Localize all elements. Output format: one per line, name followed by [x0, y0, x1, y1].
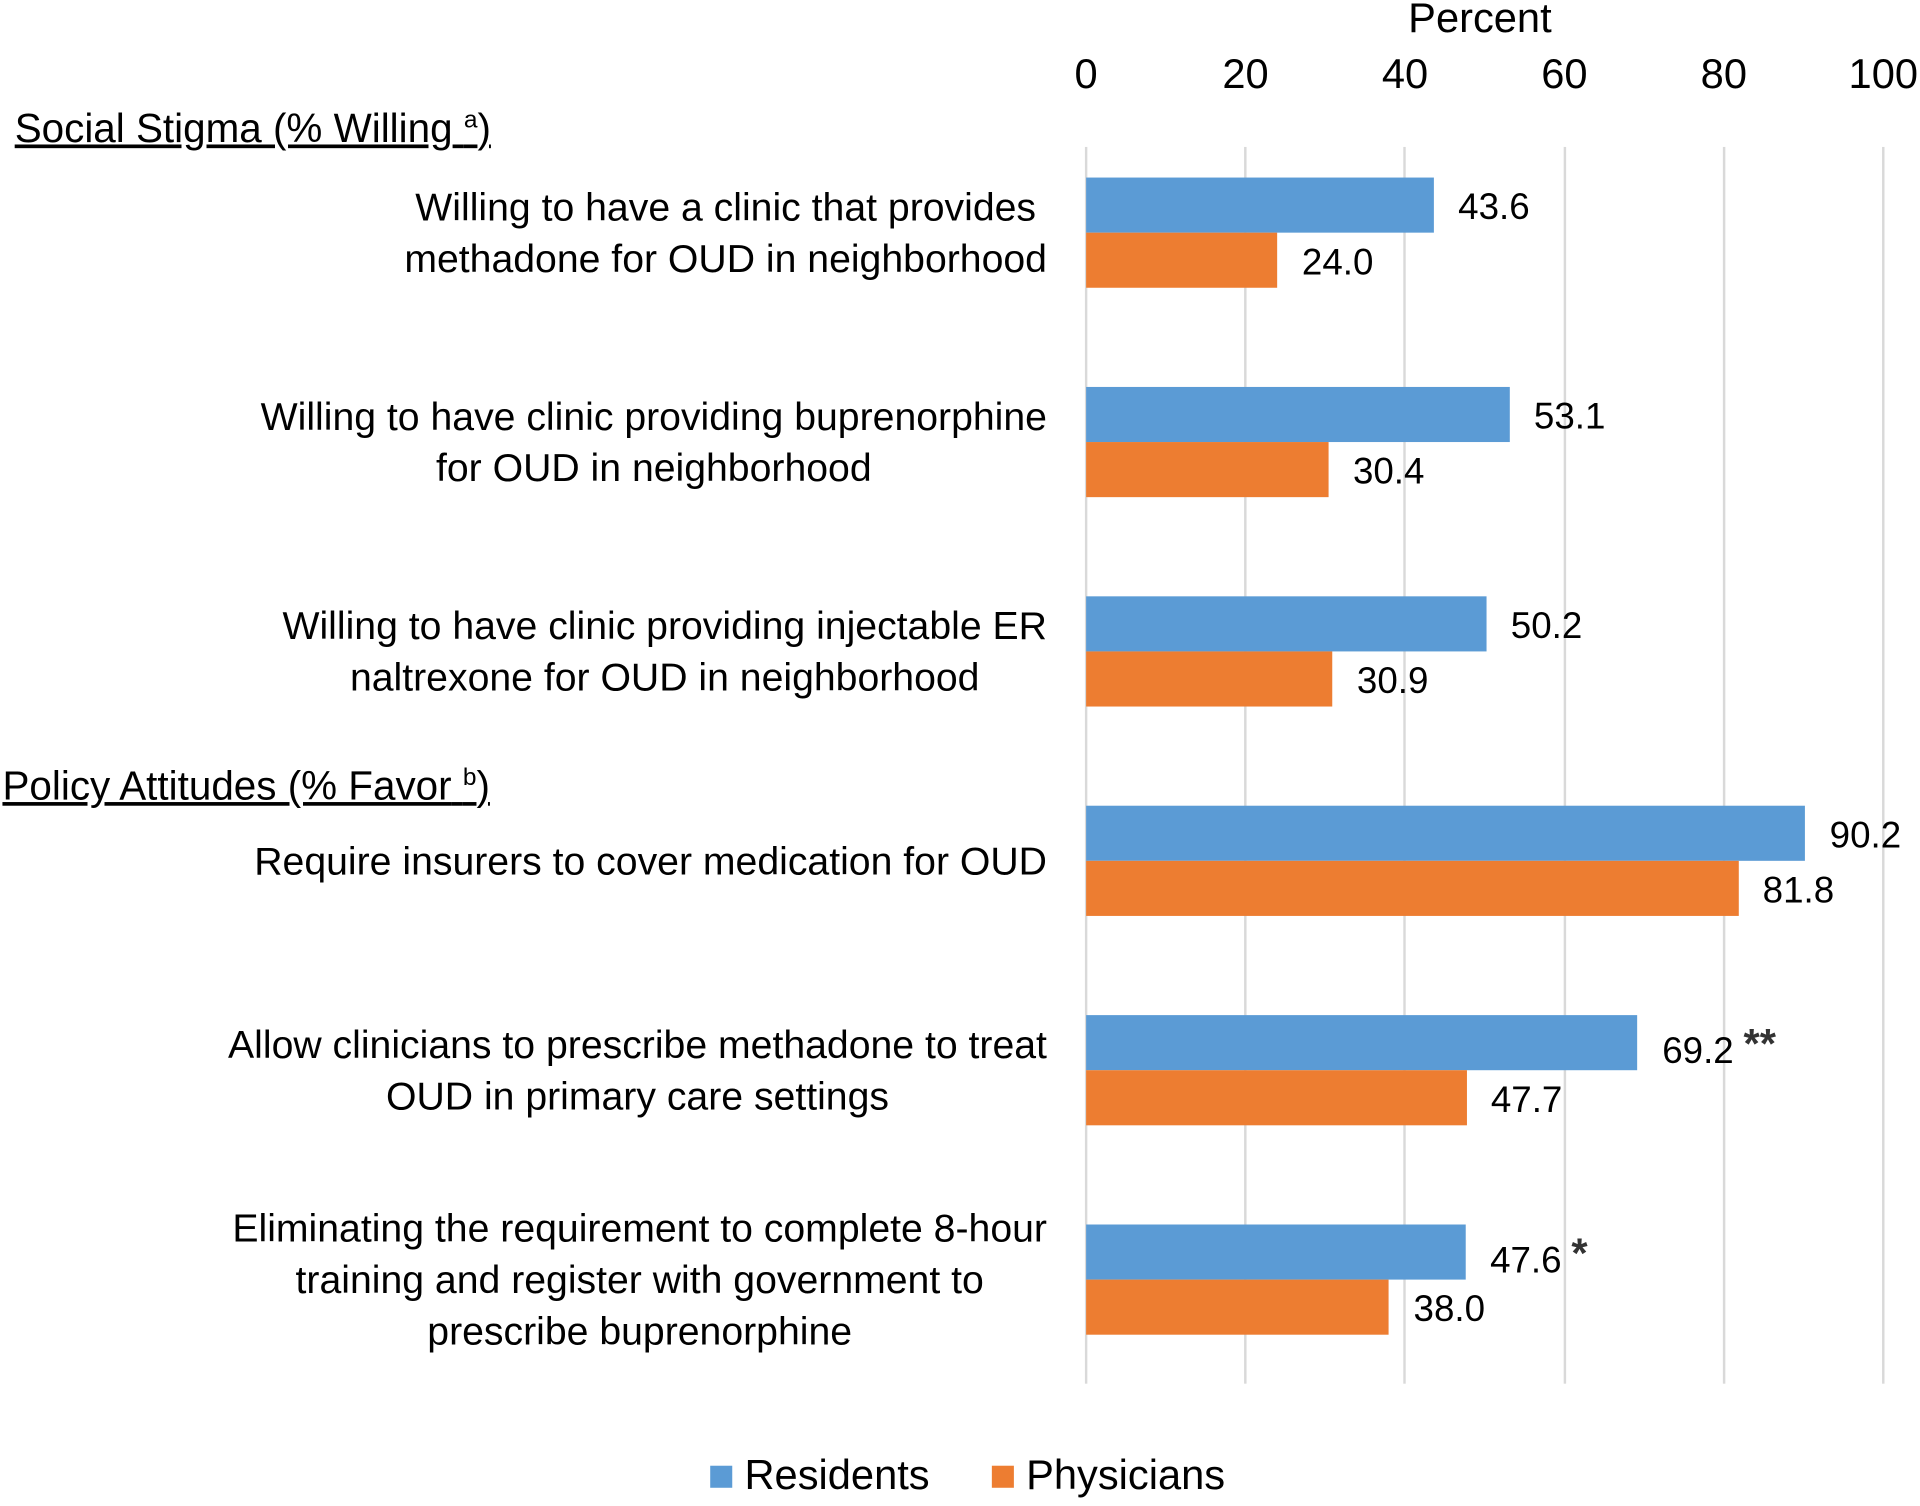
data-value: 50.2	[1510, 606, 1583, 647]
category-label: Allow clinicians to prescribe methadone …	[228, 1019, 1047, 1122]
significance-marker: *	[1571, 1230, 1588, 1278]
data-label: 90.2	[1830, 808, 1901, 863]
category-label: Willing to have a clinic that provides me…	[404, 181, 1047, 284]
bar-physicians	[1086, 860, 1739, 916]
category-label-line: for OUD in neighborhood	[435, 445, 872, 490]
legend-swatch	[991, 1465, 1014, 1488]
bar-physicians	[1086, 651, 1333, 707]
gridline	[1882, 146, 1885, 1384]
section-title: Social Stigma (% Willing	[14, 105, 453, 151]
data-label: 53.1	[1534, 389, 1605, 444]
data-value: 38.0	[1413, 1289, 1486, 1330]
data-label: 30.4	[1353, 444, 1424, 499]
data-label: 24.0	[1302, 235, 1373, 290]
section-title: Policy Attitudes (% Favor	[2, 762, 452, 809]
category-label-line: OUD in primary care settings	[385, 1073, 889, 1118]
category-label-line: Willing to have a clinic that provides	[415, 184, 1037, 229]
data-label: 50.2	[1511, 599, 1582, 654]
legend-swatch	[710, 1465, 733, 1488]
footnote-marker: b	[462, 764, 477, 792]
bar-physicians	[1086, 1279, 1390, 1335]
category-label: Eliminating the requirement to complete …	[232, 1202, 1047, 1356]
bar-residents	[1086, 1224, 1466, 1280]
data-label: 43.6	[1458, 180, 1529, 235]
bar-physicians	[1086, 232, 1278, 288]
legend-item-physicians: Physicians	[991, 1452, 1226, 1500]
category-label-line: Willing to have clinic providing injecta…	[282, 603, 1047, 648]
data-value: 30.9	[1356, 661, 1429, 702]
bar-residents	[1086, 596, 1487, 652]
category-label-line: Eliminating the requirement to complete …	[232, 1206, 1047, 1251]
gridline	[1563, 146, 1566, 1384]
gridline	[1244, 146, 1247, 1384]
footnote-marker: a	[463, 106, 478, 134]
bar-residents	[1086, 1015, 1638, 1071]
category-label: Willing to have clinic providing injecta…	[282, 600, 1046, 703]
data-value: 90.2	[1829, 815, 1902, 856]
data-value: 24.0	[1301, 242, 1374, 283]
x-tick-label: 80	[1700, 51, 1748, 98]
legend-label: Residents	[744, 1452, 930, 1499]
x-axis-title: Percent	[1408, 0, 1552, 42]
x-tick-label: 60	[1541, 51, 1588, 98]
x-tick-label: 100	[1848, 51, 1919, 98]
data-value: 30.4	[1352, 451, 1425, 493]
data-value: 81.8	[1762, 870, 1835, 912]
section-close: )	[476, 762, 490, 809]
category-label-line: Willing to have clinic providing bupreno…	[260, 394, 1047, 439]
data-value: 47.7	[1490, 1080, 1563, 1121]
category-label-line: prescribe buprenorphine	[427, 1308, 853, 1354]
data-value: 69.2	[1662, 1031, 1734, 1072]
category-label: Willing to have clinic providing bupreno…	[261, 391, 1047, 494]
gridline	[1722, 146, 1726, 1384]
x-tick-label: 0	[1074, 51, 1098, 98]
bar-residents	[1086, 805, 1806, 861]
category-label-line: Allow clinicians to prescribe methadone …	[228, 1022, 1047, 1067]
data-label: 30.9	[1357, 654, 1428, 709]
data-label: 38.0	[1414, 1282, 1485, 1337]
category-label-line: Require insurers to cover medication for…	[254, 838, 1047, 883]
bar-residents	[1086, 386, 1510, 443]
bar-physicians	[1086, 1070, 1467, 1126]
bar-physicians	[1086, 442, 1329, 498]
x-tick-label: 40	[1381, 51, 1429, 98]
data-value: 47.6	[1490, 1240, 1562, 1281]
data-label: 81.8	[1763, 863, 1834, 918]
data-value: 43.6	[1458, 187, 1530, 228]
significance-marker: **	[1743, 1021, 1776, 1068]
data-label: 47.7	[1491, 1073, 1562, 1128]
legend-item-residents: Residents	[710, 1452, 930, 1500]
category-label-line: methadone for OUD in neighborhood	[404, 236, 1047, 281]
data-label: 69.2 **	[1662, 1018, 1776, 1079]
section-header-policy-attitudes: Policy Attitudes (% Favor b)	[2, 763, 489, 810]
bar-residents	[1086, 177, 1434, 233]
category-label-line: training and register with government to	[295, 1257, 984, 1302]
section-close: )	[477, 105, 491, 151]
legend-label: Physicians	[1026, 1452, 1226, 1499]
data-label: 47.6 *	[1490, 1227, 1588, 1288]
section-header-social-stigma: Social Stigma (% Willing a)	[15, 105, 491, 152]
category-label: Require insurers to cover medication for…	[254, 835, 1047, 886]
category-label-line: naltrexone for OUD in neighborhood	[349, 655, 980, 700]
x-tick-label: 20	[1222, 51, 1269, 98]
gridline	[1403, 146, 1407, 1384]
data-value: 53.1	[1533, 396, 1606, 438]
gridline	[1084, 146, 1088, 1384]
